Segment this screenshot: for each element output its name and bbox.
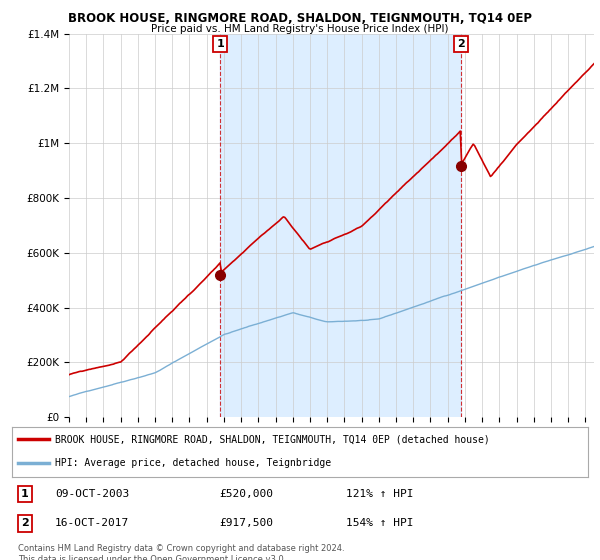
Text: HPI: Average price, detached house, Teignbridge: HPI: Average price, detached house, Teig… [55, 458, 331, 468]
Bar [220, 34, 461, 417]
Text: 2: 2 [21, 519, 29, 529]
Text: 154% ↑ HPI: 154% ↑ HPI [346, 519, 413, 529]
Text: 1: 1 [21, 489, 29, 499]
Text: 09-OCT-2003: 09-OCT-2003 [55, 489, 130, 499]
Text: BROOK HOUSE, RINGMORE ROAD, SHALDON, TEIGNMOUTH, TQ14 0EP (detached house): BROOK HOUSE, RINGMORE ROAD, SHALDON, TEI… [55, 435, 490, 444]
Text: 1: 1 [216, 39, 224, 49]
Text: 2: 2 [457, 39, 465, 49]
Text: 16-OCT-2017: 16-OCT-2017 [55, 519, 130, 529]
Text: £520,000: £520,000 [220, 489, 274, 499]
Text: Price paid vs. HM Land Registry's House Price Index (HPI): Price paid vs. HM Land Registry's House … [151, 24, 449, 34]
Text: BROOK HOUSE, RINGMORE ROAD, SHALDON, TEIGNMOUTH, TQ14 0EP: BROOK HOUSE, RINGMORE ROAD, SHALDON, TEI… [68, 12, 532, 25]
Text: 121% ↑ HPI: 121% ↑ HPI [346, 489, 413, 499]
Text: £917,500: £917,500 [220, 519, 274, 529]
Text: Contains HM Land Registry data © Crown copyright and database right 2024.
This d: Contains HM Land Registry data © Crown c… [18, 544, 344, 560]
